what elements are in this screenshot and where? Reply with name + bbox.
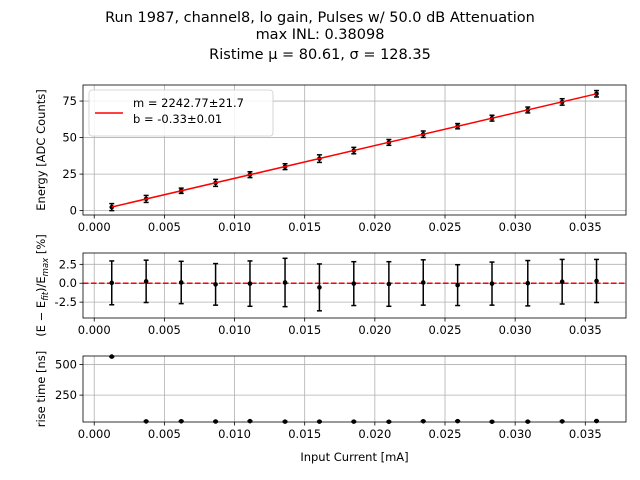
y-axis-label-part: max [41, 257, 51, 276]
data-point [351, 281, 357, 286]
fit-line [111, 93, 597, 208]
y-tick-label: 0 [70, 204, 77, 218]
data-point [594, 91, 599, 97]
y-axis-label: rise time [ns] [34, 351, 48, 428]
data-point [420, 280, 426, 285]
y-tick-label: 25 [62, 167, 77, 181]
data-point [213, 282, 218, 287]
y-axis-label-part: [%] [34, 234, 48, 258]
x-tick-label: 0.000 [78, 220, 111, 234]
energy-panel: 0.000 0.005 0.010 0.015 0.020 0.025 0.030 0.035… [34, 84, 627, 234]
residual-panel: 0.000 0.005 0.010 0.015 0.020 0.025 0.030 0.035… [34, 234, 627, 337]
x-tick-label: 0.015 [288, 220, 321, 234]
x-tick-label: 0.035 [569, 323, 602, 337]
y-axis-label-part: )/E [34, 276, 48, 292]
x-tick-label: 0.010 [218, 323, 251, 337]
x-tick-label: 0.030 [499, 220, 532, 234]
x-tick-label: 0.010 [218, 427, 251, 441]
x-tick-label: 0.010 [218, 220, 251, 234]
data-point [213, 419, 218, 424]
data-point [386, 281, 392, 287]
data-point [317, 285, 322, 290]
data-point [247, 418, 253, 424]
y-tick-label: 50 [62, 131, 77, 145]
x-tick-label: 0.030 [499, 323, 532, 337]
y-tick-label: 75 [62, 94, 77, 108]
data-point [420, 418, 426, 424]
axes-frame [82, 84, 627, 216]
data-point [559, 419, 565, 424]
y-tick-label: 500 [55, 358, 77, 372]
y-tick-label: 0.0 [59, 276, 77, 290]
x-tick-label: 0.015 [288, 427, 321, 441]
axes-frame [82, 252, 627, 319]
x-tick-label: 0.020 [358, 220, 391, 234]
y-axis-label: (E − Efit)/Emax [%] [34, 234, 51, 337]
legend-entry: b = -0.33±0.01 [133, 112, 222, 126]
data-point [143, 419, 149, 424]
legend: m = 2242.77±21.7 b = -0.33±0.01 [88, 89, 274, 137]
x-tick-label: 0.000 [78, 323, 111, 337]
data-point [594, 418, 599, 424]
data-point [109, 354, 115, 359]
x-tick-label: 0.005 [148, 323, 181, 337]
data-point [247, 281, 253, 286]
risetime-panel: 0.000 0.005 0.010 0.015 0.020 0.025 0.030 0.035… [34, 351, 627, 464]
data-point [559, 279, 565, 285]
x-tick-label: 0.035 [569, 427, 602, 441]
x-axis-label: Input Current [mA] [300, 450, 408, 464]
legend-frame [88, 89, 274, 137]
x-tick-label: 0.035 [569, 220, 602, 234]
x-tick-label: 0.025 [429, 220, 462, 234]
y-tick-label: -2.5 [55, 295, 77, 309]
data-point [594, 278, 599, 284]
x-tick-label: 0.020 [358, 323, 391, 337]
data-point [455, 282, 460, 288]
legend-entry: m = 2242.77±21.7 [133, 96, 244, 110]
y-axis-label-part: fit [41, 291, 51, 300]
data-point [455, 418, 460, 424]
figure-title-line-1: Run 1987, channel8, lo gain, Pulses w/ 5… [105, 10, 535, 26]
x-tick-label: 0.030 [499, 427, 532, 441]
axes-frame [82, 355, 627, 423]
x-tick-label: 0.020 [358, 427, 391, 441]
y-tick-label: 2.5 [59, 257, 77, 271]
data-point [489, 281, 495, 286]
x-tick-label: 0.025 [429, 427, 462, 441]
x-tick-label: 0.015 [288, 323, 321, 337]
x-tick-label: 0.000 [78, 427, 111, 441]
x-tick-label: 0.005 [148, 427, 181, 441]
y-axis-label-part: (E − E [34, 301, 48, 337]
data-point [178, 280, 184, 285]
figure-title-line-3: Ristime μ = 80.61, σ = 128.35 [209, 47, 431, 63]
data-point [109, 280, 115, 286]
data-point [109, 204, 115, 210]
x-tick-label: 0.005 [148, 220, 181, 234]
figure-title-line-2: max INL: 0.38098 [256, 27, 385, 43]
y-tick-label: 250 [55, 388, 77, 402]
data-point [525, 280, 531, 286]
data-point [143, 279, 149, 284]
y-axis-label: Energy [ADC Counts] [34, 89, 48, 210]
data-point [178, 418, 184, 424]
data-point [282, 280, 288, 285]
x-tick-label: 0.025 [429, 323, 462, 337]
